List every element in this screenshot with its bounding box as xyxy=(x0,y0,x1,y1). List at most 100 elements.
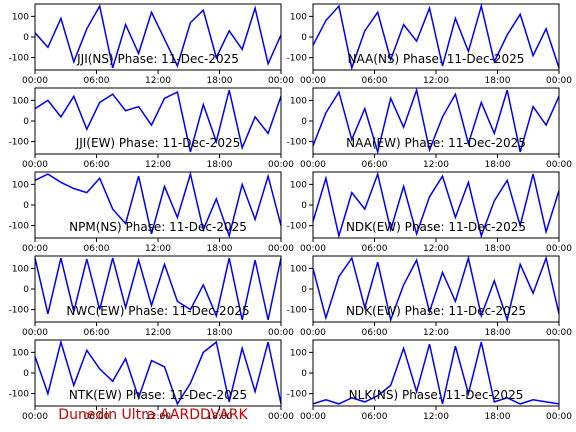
x-tick-label: 18:00 xyxy=(485,412,511,422)
x-tick-label: 12:00 xyxy=(145,244,171,254)
x-tick-label: 12:00 xyxy=(423,328,449,338)
panel-6: 100 0 -100 00:00 06:00 12:00 18:00 00:00 NDK(EW)… xyxy=(287,171,572,254)
panel-title: NWC(EW) Phase: 11-Dec-2025 xyxy=(66,304,249,318)
phase-trace xyxy=(34,4,282,69)
panel-3: 100 0 -100 00:00 06:00 12:00 18:00 00:00 JJI(EW)… xyxy=(9,87,294,170)
x-tick-label: 12:00 xyxy=(145,76,171,86)
x-tick-label: 00:00 xyxy=(300,76,326,86)
y-tick-label: 100 xyxy=(12,348,29,358)
y-tick-label: 100 xyxy=(290,96,307,106)
panel-10: 100 0 -100 00:00 06:00 12:00 18:00 00:00 NLK(NS)… xyxy=(287,339,572,422)
x-tick-label: 12:00 xyxy=(423,244,449,254)
panel-title: JJI(NS) Phase: 11-Dec-2025 xyxy=(76,52,239,66)
y-tick-label: -100 xyxy=(9,138,30,148)
y-tick-label: 100 xyxy=(12,264,29,274)
x-tick-label: 00:00 xyxy=(268,160,294,170)
x-tick-label: 00:00 xyxy=(22,160,48,170)
phase-trace xyxy=(312,255,560,323)
panel-title: NPM(NS) Phase: 11-Dec-2025 xyxy=(69,220,247,234)
x-tick-label: 00:00 xyxy=(268,76,294,86)
y-tick-label: 100 xyxy=(12,180,29,190)
y-tick-label: -100 xyxy=(287,390,308,400)
panel-title: NDK(EW) Phase: 11-Dec-2025 xyxy=(346,220,526,234)
phase-trace xyxy=(34,89,282,153)
panel-title: NLK(NS) Phase: 11-Dec-2025 xyxy=(349,388,524,402)
x-tick-label: 00:00 xyxy=(22,328,48,338)
phase-trace xyxy=(34,171,282,239)
x-tick-label: 00:00 xyxy=(546,244,572,254)
y-tick-label: 100 xyxy=(290,348,307,358)
y-tick-label: -100 xyxy=(287,222,308,232)
phase-trace xyxy=(312,87,560,155)
y-tick-label: -100 xyxy=(287,138,308,148)
x-tick-label: 18:00 xyxy=(485,160,511,170)
y-tick-label: 0 xyxy=(23,201,29,211)
phase-trace xyxy=(312,3,560,71)
panel-title: NTK(EW) Phase: 11-Dec-2025 xyxy=(69,388,247,402)
footer-label: Dunedin Ultra AARDDVARK xyxy=(58,407,248,423)
phase-trace xyxy=(34,257,282,321)
y-tick-label: 100 xyxy=(290,264,307,274)
panel-title: NDK(EW) Phase: 11-Dec-2025 xyxy=(346,304,526,318)
y-tick-label: -100 xyxy=(9,54,30,64)
x-tick-label: 00:00 xyxy=(546,412,572,422)
x-tick-label: 18:00 xyxy=(207,160,233,170)
x-tick-label: 06:00 xyxy=(84,76,110,86)
y-tick-label: 100 xyxy=(290,12,307,22)
x-tick-label: 00:00 xyxy=(546,328,572,338)
panel-title: NAA(NS) Phase: 11-Dec-2025 xyxy=(348,52,525,66)
y-tick-label: -100 xyxy=(287,306,308,316)
y-tick-label: 100 xyxy=(290,180,307,190)
y-tick-label: 0 xyxy=(301,117,307,127)
y-tick-label: 0 xyxy=(301,285,307,295)
y-tick-label: 0 xyxy=(301,201,307,211)
x-tick-label: 00:00 xyxy=(300,160,326,170)
x-tick-label: 00:00 xyxy=(300,244,326,254)
phase-trace xyxy=(312,171,560,239)
x-tick-label: 18:00 xyxy=(207,76,233,86)
x-tick-label: 00:00 xyxy=(546,76,572,86)
x-tick-label: 06:00 xyxy=(84,244,110,254)
x-tick-label: 18:00 xyxy=(207,244,233,254)
x-tick-label: 00:00 xyxy=(300,412,326,422)
x-tick-label: 00:00 xyxy=(546,160,572,170)
x-tick-label: 00:00 xyxy=(22,412,48,422)
x-tick-label: 18:00 xyxy=(485,244,511,254)
panel-2: 100 0 -100 00:00 06:00 12:00 18:00 00:00 NAA(NS)… xyxy=(287,3,572,86)
y-tick-label: 0 xyxy=(301,33,307,43)
panel-4: 100 0 -100 00:00 06:00 12:00 18:00 00:00 NAA(EW)… xyxy=(287,87,572,170)
y-tick-label: -100 xyxy=(9,390,30,400)
x-tick-label: 12:00 xyxy=(145,328,171,338)
y-tick-label: -100 xyxy=(9,222,30,232)
x-tick-label: 18:00 xyxy=(485,328,511,338)
x-tick-label: 12:00 xyxy=(423,412,449,422)
x-tick-label: 06:00 xyxy=(362,244,388,254)
y-tick-label: 0 xyxy=(23,369,29,379)
panel-8: 100 0 -100 00:00 06:00 12:00 18:00 00:00 NDK(EW)… xyxy=(287,255,572,338)
x-tick-label: 06:00 xyxy=(362,412,388,422)
panel-9: 100 0 -100 00:00 06:00 12:00 18:00 00:00 NTK(EW)… xyxy=(9,339,294,422)
x-tick-label: 00:00 xyxy=(22,76,48,86)
phase-trace xyxy=(34,339,282,406)
x-tick-label: 00:00 xyxy=(22,244,48,254)
panel-7: 100 0 -100 00:00 06:00 12:00 18:00 00:00 NWC(EW)… xyxy=(9,255,294,338)
x-tick-label: 12:00 xyxy=(423,160,449,170)
x-tick-label: 00:00 xyxy=(268,412,294,422)
x-tick-label: 06:00 xyxy=(362,76,388,86)
y-tick-label: 0 xyxy=(23,117,29,127)
x-tick-label: 18:00 xyxy=(207,412,233,422)
y-tick-label: -100 xyxy=(9,306,30,316)
y-tick-label: 0 xyxy=(23,33,29,43)
y-tick-label: -100 xyxy=(287,54,308,64)
x-tick-label: 06:00 xyxy=(362,328,388,338)
panel-title: NAA(EW) Phase: 11-Dec-2025 xyxy=(346,136,526,150)
x-tick-label: 18:00 xyxy=(207,328,233,338)
phase-trace xyxy=(312,341,560,405)
x-tick-label: 00:00 xyxy=(300,328,326,338)
x-tick-label: 12:00 xyxy=(423,76,449,86)
x-tick-label: 12:00 xyxy=(145,412,171,422)
panel-5: 100 0 -100 00:00 06:00 12:00 18:00 00:00 NPM(NS)… xyxy=(9,171,294,254)
panel-1: 100 0 -100 00:00 06:00 12:00 18:00 00:00 JJI(NS)… xyxy=(9,3,294,86)
x-tick-label: 12:00 xyxy=(145,160,171,170)
